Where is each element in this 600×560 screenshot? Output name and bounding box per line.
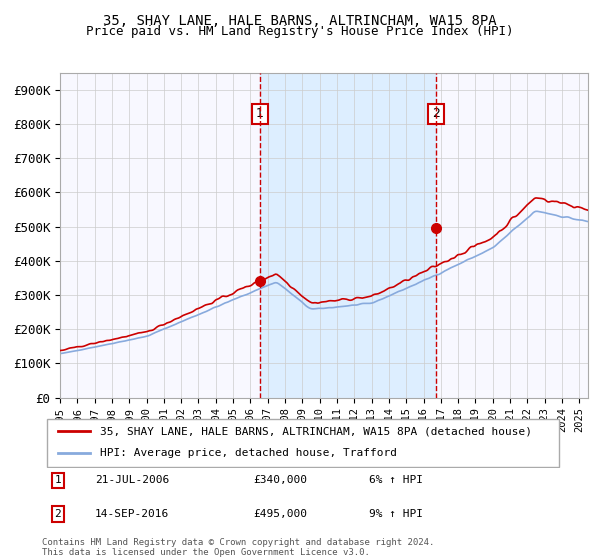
Text: 1: 1 bbox=[55, 475, 61, 486]
Text: Price paid vs. HM Land Registry's House Price Index (HPI): Price paid vs. HM Land Registry's House … bbox=[86, 25, 514, 38]
Bar bbox=[260, 73, 436, 398]
Text: HPI: Average price, detached house, Trafford: HPI: Average price, detached house, Traf… bbox=[100, 449, 397, 459]
Text: 1: 1 bbox=[256, 108, 264, 120]
Text: 35, SHAY LANE, HALE BARNS, ALTRINCHAM, WA15 8PA (detached house): 35, SHAY LANE, HALE BARNS, ALTRINCHAM, W… bbox=[100, 426, 532, 436]
Text: 35, SHAY LANE, HALE BARNS, ALTRINCHAM, WA15 8PA: 35, SHAY LANE, HALE BARNS, ALTRINCHAM, W… bbox=[103, 14, 497, 28]
Text: 2: 2 bbox=[432, 108, 440, 120]
Text: 14-SEP-2016: 14-SEP-2016 bbox=[95, 509, 169, 519]
Text: 2: 2 bbox=[55, 509, 61, 519]
Text: Contains HM Land Registry data © Crown copyright and database right 2024.
This d: Contains HM Land Registry data © Crown c… bbox=[42, 538, 434, 557]
FancyBboxPatch shape bbox=[47, 419, 559, 466]
Text: £495,000: £495,000 bbox=[253, 509, 307, 519]
Text: 21-JUL-2006: 21-JUL-2006 bbox=[95, 475, 169, 486]
Text: 6% ↑ HPI: 6% ↑ HPI bbox=[370, 475, 424, 486]
Text: 9% ↑ HPI: 9% ↑ HPI bbox=[370, 509, 424, 519]
Text: £340,000: £340,000 bbox=[253, 475, 307, 486]
